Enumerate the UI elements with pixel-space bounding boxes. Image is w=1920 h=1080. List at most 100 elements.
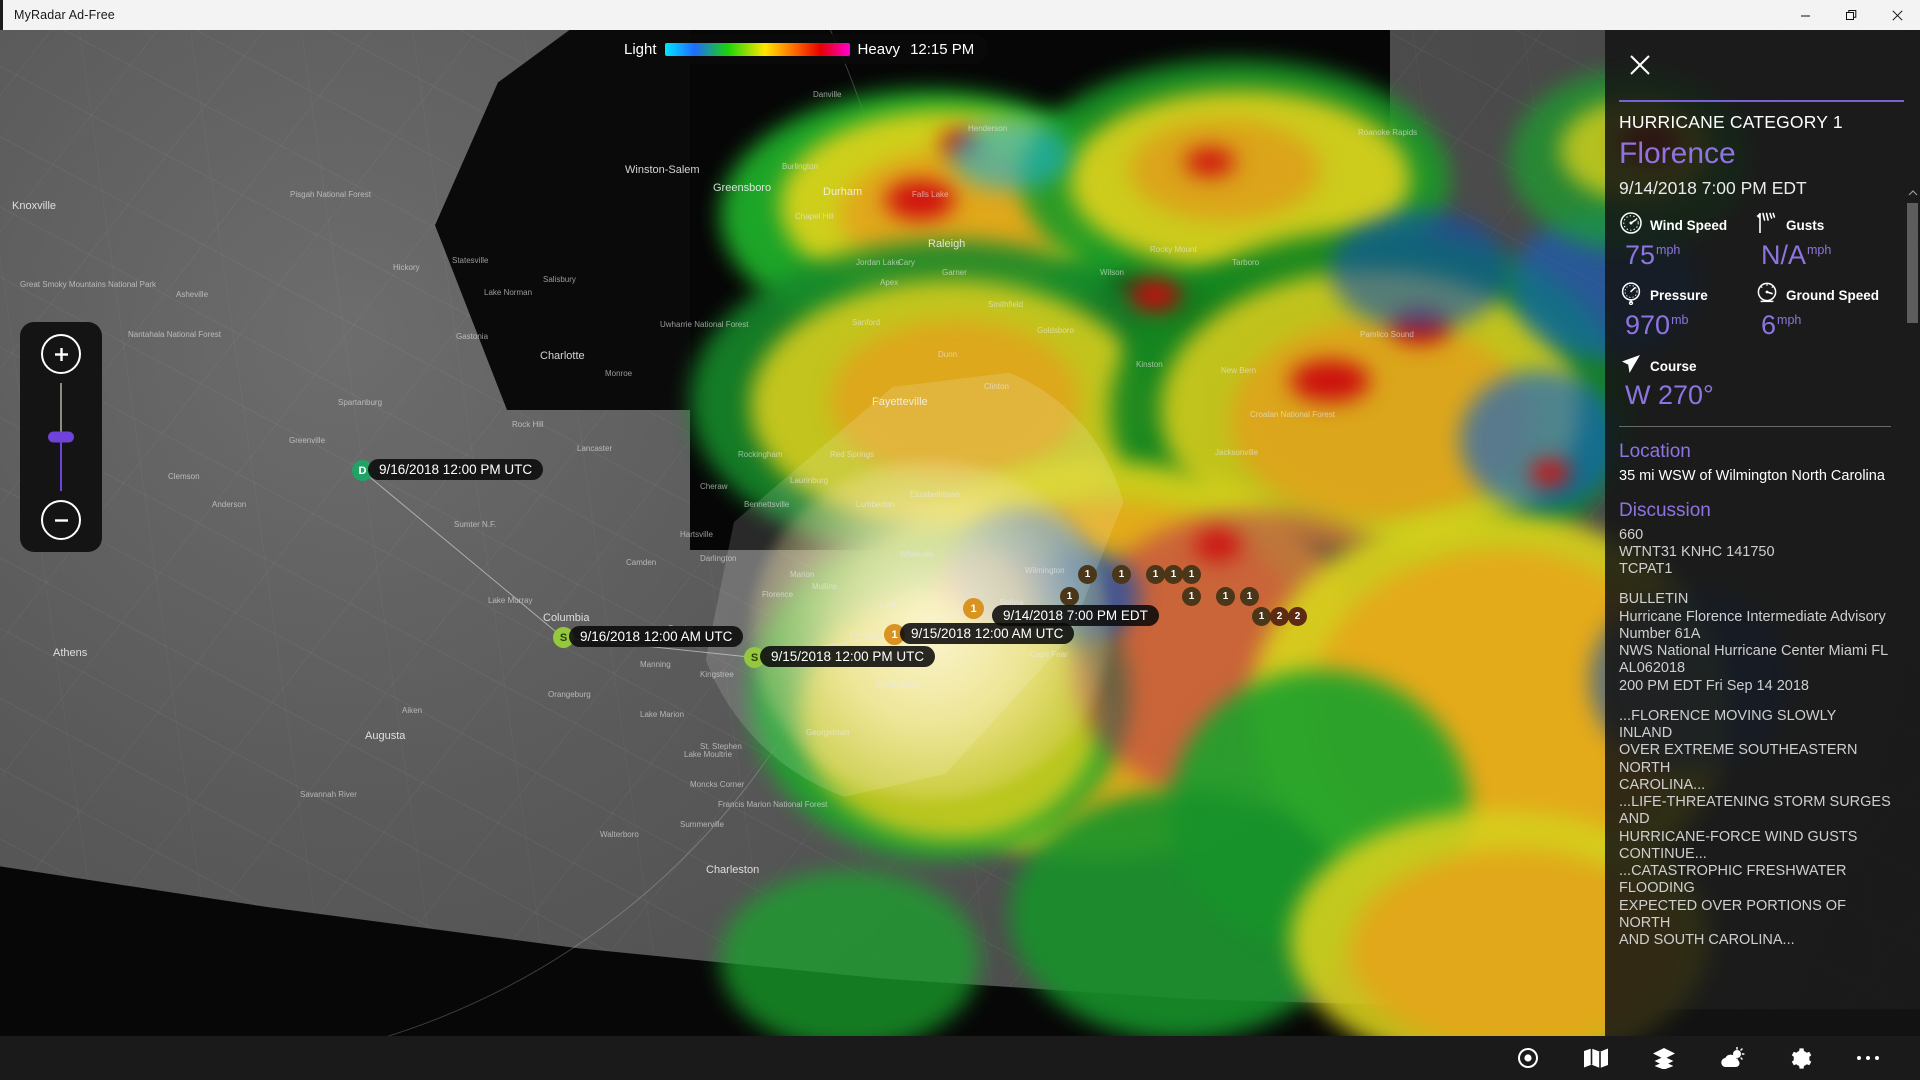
- discussion-line: HURRICANE-FORCE WIND GUSTS: [1619, 828, 1858, 845]
- map-icon: [1584, 1048, 1608, 1068]
- discussion-line: OVER EXTREME SOUTHEASTERN NORTH: [1619, 742, 1858, 776]
- scroll-up-chevron-icon[interactable]: [1905, 185, 1920, 201]
- plus-icon: [54, 347, 68, 361]
- discussion-line: ...CATASTROPHIC FRESHWATER FLOODING: [1619, 863, 1847, 897]
- map-style-button[interactable]: [1562, 1036, 1630, 1080]
- radar-intensity-legend: Light Heavy 12:15 PM: [610, 34, 989, 64]
- discussion-line: CONTINUE...: [1619, 845, 1707, 862]
- minimize-button[interactable]: [1782, 0, 1828, 30]
- zoom-control[interactable]: [20, 322, 102, 552]
- history-marker-1[interactable]: 1: [1164, 565, 1183, 584]
- history-marker-2[interactable]: 2: [1270, 607, 1289, 626]
- history-marker-1[interactable]: 1: [1078, 565, 1097, 584]
- history-marker-1[interactable]: 1: [1060, 587, 1079, 606]
- bottom-toolbar: [0, 1036, 1920, 1080]
- zoom-slider-thumb[interactable]: [48, 431, 74, 443]
- discussion-line: CAROLINA...: [1619, 776, 1706, 793]
- legend-light-label: Light: [624, 40, 657, 58]
- metric-unit: mph: [1656, 242, 1681, 257]
- metric-wind-speed: Wind Speed 75mph: [1619, 211, 1755, 270]
- discussion-line: EXPECTED OVER PORTIONS OF NORTH: [1619, 897, 1846, 931]
- gear-icon: [1791, 1047, 1811, 1069]
- track-marker-1[interactable]: 1: [963, 598, 984, 619]
- legend-heavy-label: Heavy: [857, 40, 901, 58]
- storm-info-panel[interactable]: HURRICANE CATEGORY 1 Florence 9/14/2018 …: [1605, 30, 1920, 1050]
- discussion-spacer: [1619, 578, 1891, 591]
- weather-button[interactable]: [1698, 1036, 1766, 1080]
- discussion-line: NWS National Hurricane Center Miami FL: [1619, 643, 1889, 660]
- minus-icon: [54, 518, 68, 522]
- history-marker-1[interactable]: 1: [1182, 565, 1201, 584]
- minimize-icon: [1800, 15, 1810, 16]
- metric-unit: mph: [1777, 312, 1802, 327]
- history-marker-1[interactable]: 1: [1182, 587, 1201, 606]
- more-button[interactable]: [1834, 1036, 1902, 1080]
- discussion-line: TCPAT1: [1619, 561, 1673, 578]
- panel-close-button[interactable]: [1619, 44, 1661, 86]
- zoom-slider-track[interactable]: [48, 383, 74, 491]
- navigation-arrow-icon: [1619, 352, 1643, 381]
- track-marker-1[interactable]: 1: [884, 624, 905, 645]
- track-marker-s[interactable]: S: [744, 647, 765, 668]
- discussion-line: Number 61A: [1619, 625, 1701, 642]
- metric-label: Gusts: [1786, 218, 1825, 233]
- gauge-icon: [1755, 281, 1779, 310]
- metric-label: Ground Speed: [1786, 288, 1880, 304]
- history-marker-1[interactable]: 1: [1240, 587, 1259, 606]
- scrollbar-thumb[interactable]: [1907, 203, 1918, 323]
- discussion-line: WTNT31 KNHC 141750: [1619, 543, 1775, 560]
- wind-flag-icon: [1755, 211, 1779, 240]
- storm-category: HURRICANE CATEGORY 1: [1619, 112, 1843, 132]
- discussion-line: 200 PM EDT Fri Sep 14 2018: [1619, 677, 1809, 694]
- track-label: 9/15/2018 12:00 AM UTC: [900, 623, 1075, 644]
- settings-button[interactable]: [1766, 1036, 1834, 1080]
- weather-cloud-sun-icon: [1721, 1047, 1745, 1067]
- history-marker-2[interactable]: 2: [1288, 607, 1307, 626]
- history-marker-1[interactable]: 1: [1216, 587, 1235, 606]
- track-marker-s[interactable]: S: [553, 627, 574, 648]
- metric-unit: mb: [1671, 312, 1689, 327]
- speedometer-icon: [1619, 211, 1643, 240]
- radar-toggle-button[interactable]: [1494, 1036, 1562, 1080]
- panel-accent-divider: [1619, 100, 1904, 102]
- discussion-line: 660: [1619, 526, 1644, 543]
- discussion-line: AND SOUTH CAROLINA...: [1619, 932, 1795, 949]
- history-marker-1[interactable]: 1: [1112, 565, 1131, 584]
- history-marker-1[interactable]: 1: [1146, 565, 1165, 584]
- title-accent-bar: [0, 0, 3, 30]
- barometer-icon: [1619, 281, 1643, 310]
- discussion-line: Hurricane Florence Intermediate Advisory: [1619, 608, 1886, 625]
- storm-metrics: Wind Speed 75mph Gusts N/Amph Pressure 970mb G…: [1619, 211, 1891, 424]
- metric-value: 75mph: [1625, 239, 1681, 270]
- metric-label: Course: [1650, 358, 1697, 374]
- restore-icon: [1845, 9, 1856, 20]
- storm-timestamp: 9/14/2018 7:00 PM EDT: [1619, 177, 1807, 198]
- location-heading: Location: [1619, 440, 1691, 462]
- metric-gusts: Gusts N/Amph: [1755, 211, 1891, 269]
- layers-button[interactable]: [1630, 1036, 1698, 1080]
- close-button[interactable]: [1874, 0, 1920, 30]
- zoom-in-button[interactable]: [41, 334, 81, 374]
- zoom-out-button[interactable]: [41, 500, 81, 540]
- metric-label: Pressure: [1650, 288, 1708, 304]
- location-value: 35 mi WSW of Wilmington North Carolina: [1619, 467, 1885, 484]
- ellipsis-icon: [1857, 1056, 1879, 1060]
- metric-course: Course W 270°: [1619, 352, 1891, 410]
- storm-name: Florence: [1619, 137, 1736, 170]
- track-marker-d[interactable]: D: [352, 460, 373, 481]
- history-marker-1[interactable]: 1: [1252, 607, 1271, 626]
- app-title: MyRadar Ad-Free: [14, 8, 115, 22]
- panel-scrollbar[interactable]: [1905, 185, 1920, 685]
- layers-icon: [1653, 1048, 1675, 1069]
- window-controls: [1782, 0, 1920, 30]
- metric-value: 970mb: [1625, 309, 1689, 340]
- metric-label: Wind Speed: [1650, 218, 1728, 233]
- track-label: 9/15/2018 12:00 PM UTC: [760, 646, 936, 667]
- discussion-line: BULLETIN: [1619, 591, 1689, 608]
- metric-pressure: Pressure 970mb: [1619, 281, 1755, 340]
- metric-unit: mph: [1807, 242, 1832, 257]
- discussion-spacer: [1619, 695, 1891, 708]
- restore-button[interactable]: [1828, 0, 1874, 30]
- close-icon: [1630, 55, 1650, 75]
- close-icon: [1891, 9, 1903, 21]
